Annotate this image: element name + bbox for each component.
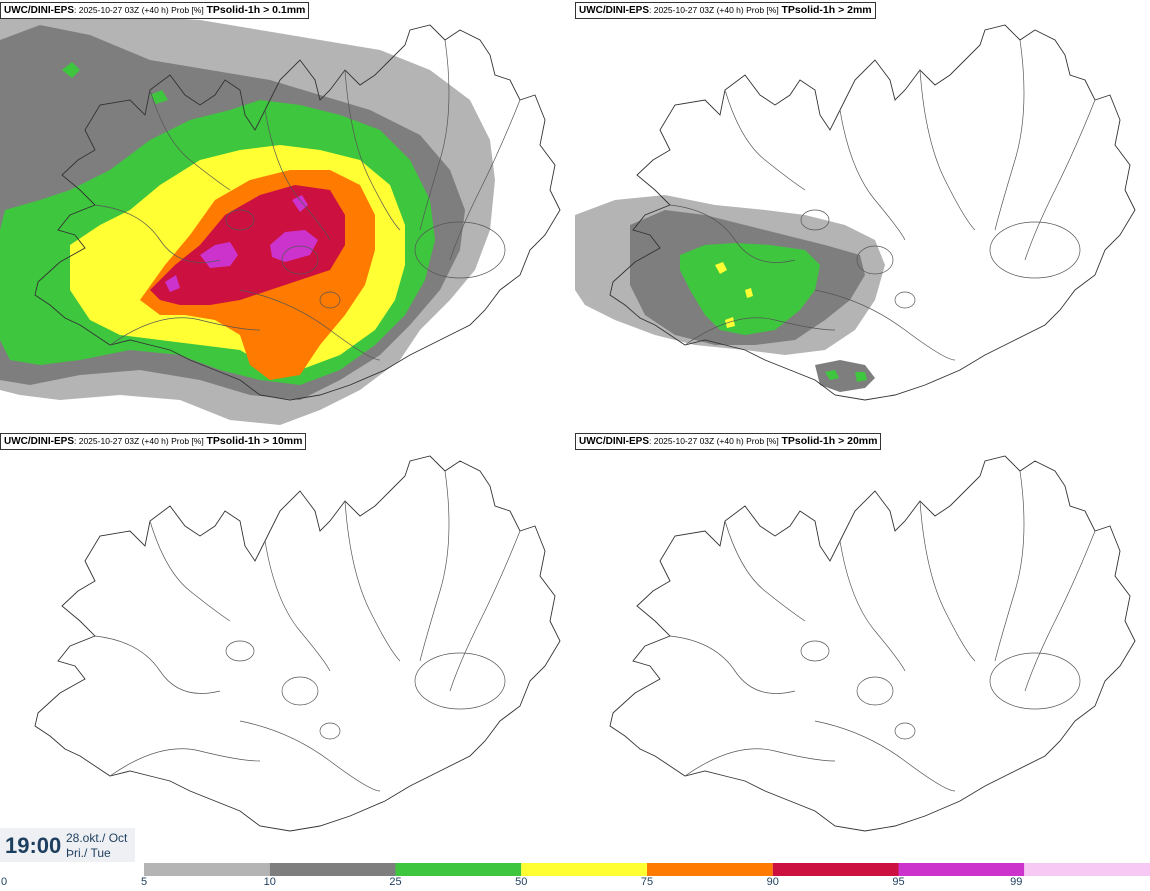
roads-and-rivers (94, 470, 521, 792)
legend-swatch (395, 863, 522, 876)
legend-tick-label: 75 (640, 876, 654, 888)
probability-field (0, 10, 495, 425)
probability-map (0, 10, 561, 425)
legend-swatch (1024, 863, 1150, 876)
legend-swatch (647, 863, 773, 876)
legend-tick-label: 0 (0, 876, 8, 888)
probability-map (34, 455, 561, 832)
legend-swatch (269, 863, 396, 876)
legend-swatch (772, 863, 899, 876)
coastline (609, 455, 1136, 832)
panel-title: UWC/DINI-EPS: 2025-10-27 03Z (+40 h) Pro… (575, 2, 876, 19)
probability-field (575, 195, 885, 392)
valid-weekday: Þri./ Tue (66, 846, 111, 860)
legend-tick-label: 25 (389, 876, 402, 888)
legend-tick-label: 5 (140, 876, 148, 888)
panel-title: UWC/DINI-EPS: 2025-10-27 03Z (+40 h) Pro… (0, 2, 310, 19)
legend-tick-label: 95 (892, 876, 905, 888)
map-panel-0.1mm: UWC/DINI-EPS: 2025-10-27 03Z (+40 h) Pro… (0, 0, 575, 431)
valid-time-box: 19:00 28.okt./ Oct Þri./ Tue (0, 828, 135, 862)
coastline (34, 455, 561, 832)
panel-title: UWC/DINI-EPS: 2025-10-27 03Z (+40 h) Pro… (575, 433, 882, 450)
legend-tick-label: 10 (263, 876, 276, 888)
legend-tick-label: 99 (1010, 876, 1023, 888)
valid-time: 19:00 (5, 833, 62, 858)
probability-legend: 0 5 10 25 50 75 90 95 99 (0, 862, 1150, 891)
legend-tick-label: 90 (766, 876, 779, 888)
panel-title: UWC/DINI-EPS: 2025-10-27 03Z (+40 h) Pro… (0, 433, 307, 450)
legend-tick-label: 50 (515, 876, 528, 888)
probability-map (609, 455, 1136, 832)
legend-colorbar (144, 863, 1150, 876)
legend-swatch (521, 863, 647, 876)
probability-map (575, 24, 1136, 401)
map-panel-2mm: UWC/DINI-EPS: 2025-10-27 03Z (+40 h) Pro… (575, 0, 1150, 431)
map-panel-10mm: UWC/DINI-EPS: 2025-10-27 03Z (+40 h) Pro… (0, 431, 575, 862)
legend-swatch (898, 863, 1025, 876)
roads-and-rivers (669, 470, 1096, 792)
map-panel-20mm: UWC/DINI-EPS: 2025-10-27 03Z (+40 h) Pro… (575, 431, 1150, 862)
legend-swatch (144, 863, 270, 876)
valid-date: 28.okt./ Oct (66, 831, 128, 845)
